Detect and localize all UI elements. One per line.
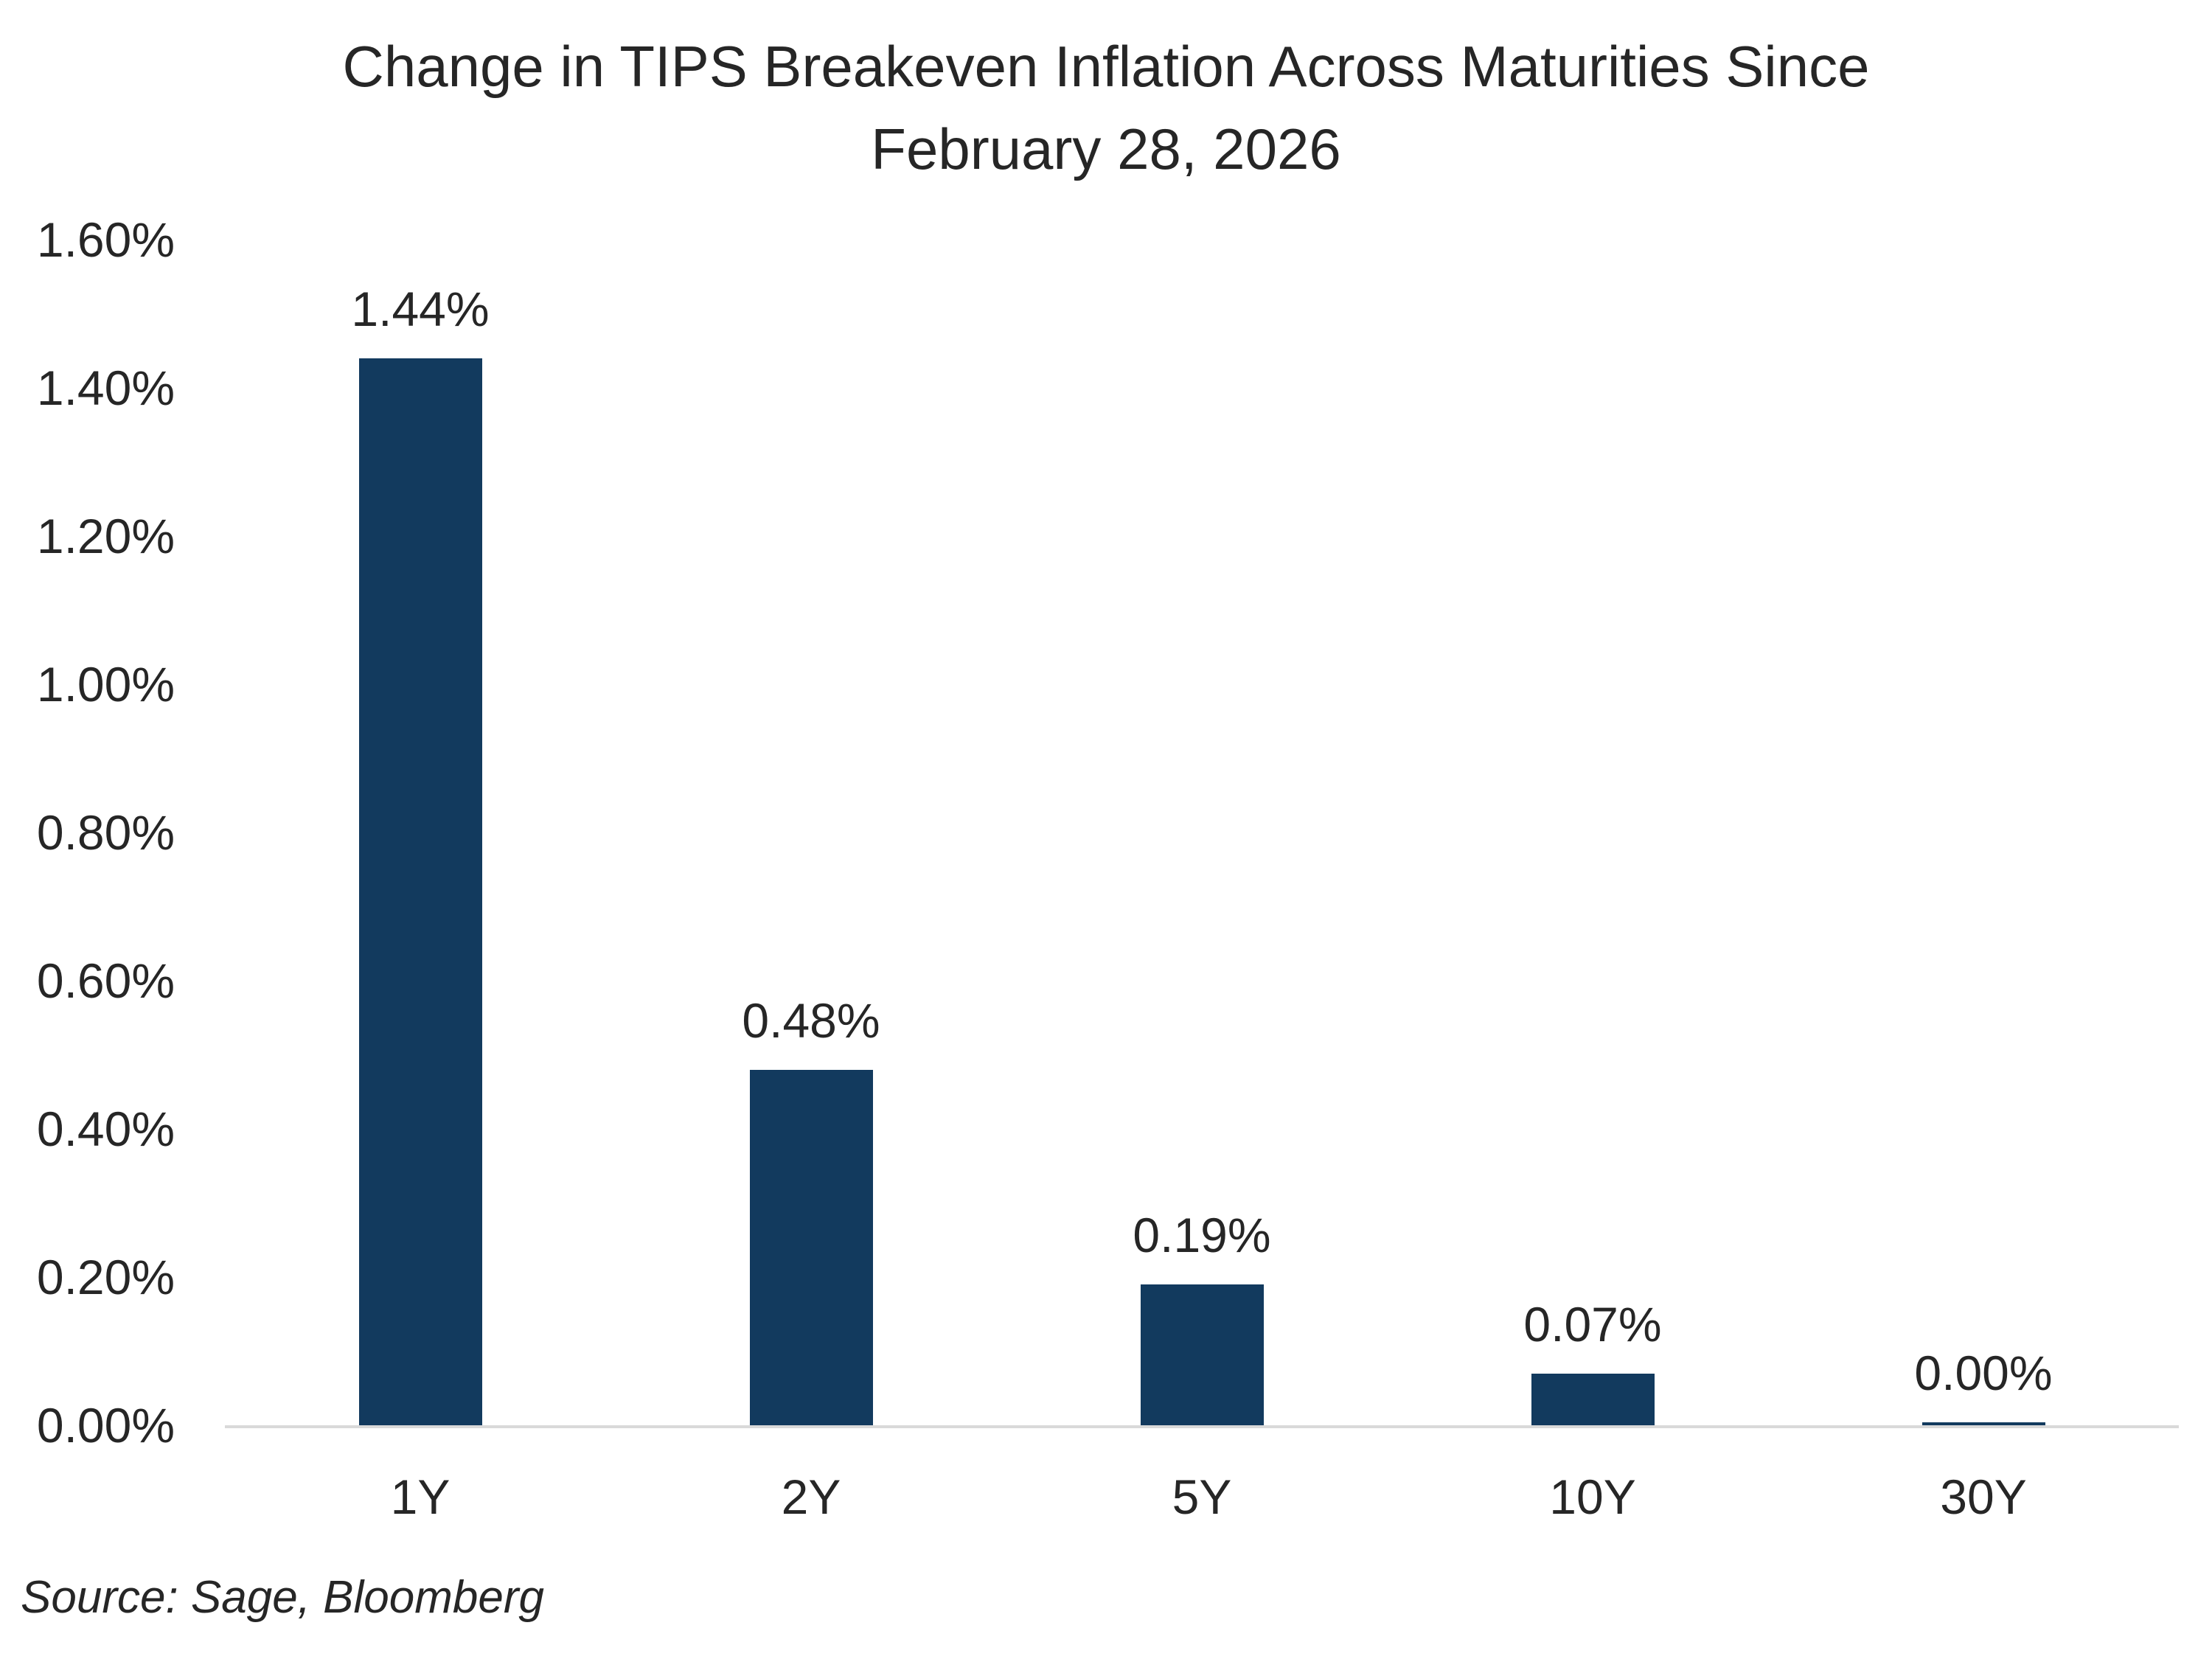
y-axis-tick-label: 1.20% bbox=[36, 509, 175, 563]
x-axis-category-label-1y: 1Y bbox=[390, 1470, 451, 1524]
y-axis-tick-label: 0.40% bbox=[36, 1102, 175, 1156]
bar-value-label-5y: 0.19% bbox=[1133, 1208, 1271, 1263]
plot-area: 1.44% 0.48% 0.19% 0.07% 0.00% bbox=[225, 240, 2179, 1425]
y-axis-tick-label: 0.00% bbox=[36, 1398, 175, 1453]
x-axis-category-label-2y: 2Y bbox=[781, 1470, 841, 1524]
bar-value-label-30y: 0.00% bbox=[1914, 1346, 2053, 1400]
y-axis-tick-label: 1.00% bbox=[36, 657, 175, 712]
bar-value-label-2y: 0.48% bbox=[742, 992, 880, 1048]
y-axis-tick-label: 0.60% bbox=[36, 953, 175, 1008]
chart-title: Change in TIPS Breakeven Inflation Acros… bbox=[0, 25, 2212, 190]
chart-title-line2: February 28, 2026 bbox=[871, 116, 1341, 181]
y-axis-tick-label: 0.80% bbox=[36, 805, 175, 860]
x-axis-line bbox=[225, 1425, 2179, 1428]
bar-value-label-10y: 0.07% bbox=[1523, 1296, 1662, 1352]
bar-2y bbox=[749, 1069, 873, 1425]
x-axis-category-label-30y: 30Y bbox=[1940, 1470, 2027, 1524]
bar-value-label-1y: 1.44% bbox=[351, 281, 490, 336]
bar-5y bbox=[1140, 1284, 1264, 1425]
bar-10y bbox=[1531, 1373, 1655, 1425]
bar-1y bbox=[358, 358, 482, 1425]
y-axis-tick-label: 0.20% bbox=[36, 1250, 175, 1304]
y-axis-tick-label: 1.60% bbox=[36, 212, 175, 267]
chart-title-line1: Change in TIPS Breakeven Inflation Acros… bbox=[342, 34, 1870, 99]
bar-30y bbox=[1921, 1422, 2045, 1425]
source-caption: Source: Sage, Bloomberg bbox=[21, 1572, 544, 1623]
y-axis-tick-label: 1.40% bbox=[36, 361, 175, 415]
x-axis-category-label-10y: 10Y bbox=[1549, 1470, 1636, 1524]
x-axis-category-label-5y: 5Y bbox=[1172, 1470, 1232, 1524]
